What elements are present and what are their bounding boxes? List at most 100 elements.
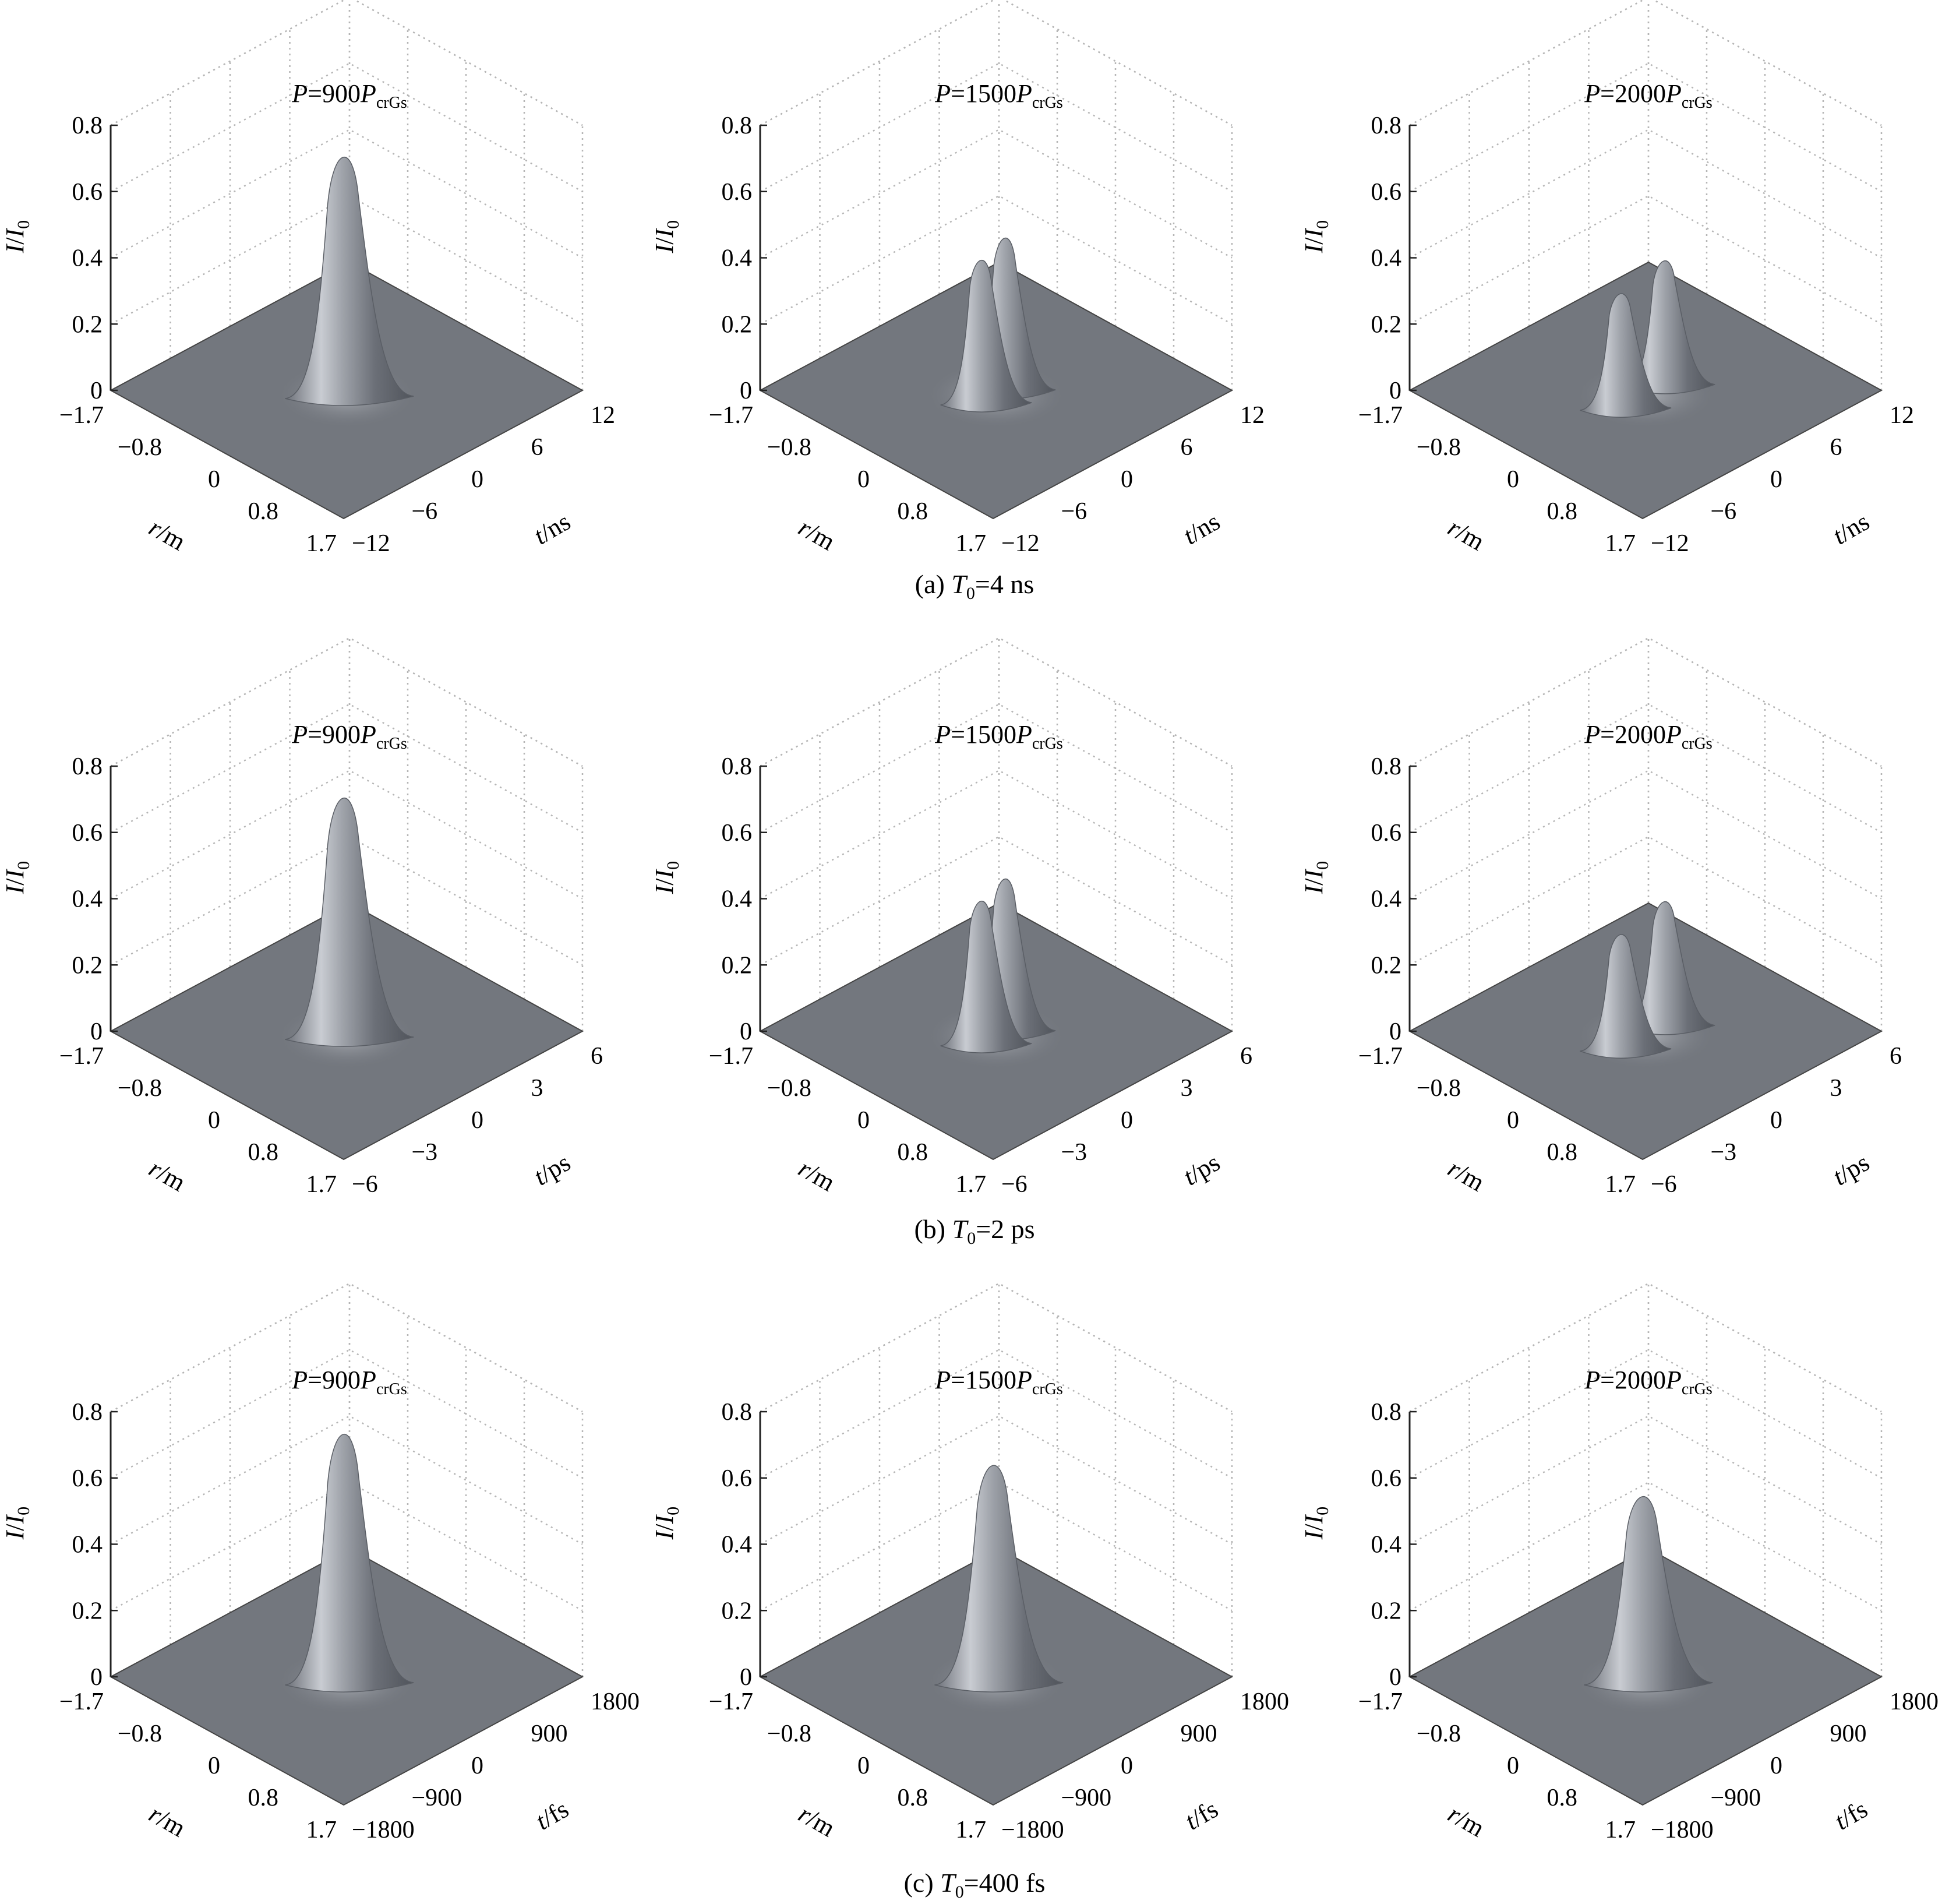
t-tick-label: −3 <box>1061 1139 1088 1166</box>
t-tick-label: −6 <box>412 498 438 525</box>
z-tick-label: 0 <box>1389 1664 1401 1691</box>
r-tick-label: −0.8 <box>767 434 811 461</box>
t-tick-label: 12 <box>1240 402 1265 429</box>
z-tick-label: 0.2 <box>722 311 753 338</box>
r-tick-label: 1.7 <box>956 530 987 557</box>
t-tick-label: 0 <box>1770 466 1782 493</box>
t-tick-label: 0 <box>1121 1107 1133 1134</box>
r-tick-label: 1.7 <box>1605 1171 1636 1198</box>
z-axis-label: I/I0 <box>650 1507 683 1540</box>
r-tick-label: 0.8 <box>898 1139 928 1166</box>
r-tick-label: 0.8 <box>1547 1785 1578 1811</box>
r-tick-label: −1.7 <box>709 1688 753 1715</box>
surface-peak <box>285 157 414 406</box>
z-tick-label: 0.8 <box>1371 753 1402 780</box>
r-tick-label: −0.8 <box>767 1720 811 1747</box>
z-tick-label: 0.8 <box>72 112 103 139</box>
t-axis-label: t/ps <box>529 1148 575 1191</box>
t-tick-label: 0 <box>471 1753 483 1779</box>
surface-peak <box>1584 1496 1713 1693</box>
z-tick-label: 0.8 <box>1371 1399 1402 1426</box>
r-tick-label: 1.7 <box>1605 530 1636 557</box>
t-tick-label: −3 <box>1711 1139 1737 1166</box>
t-axis-label: t/fs <box>531 1794 573 1836</box>
z-axis-label: I/I0 <box>1300 220 1332 254</box>
panel-title: P=900PcrGs <box>291 720 407 753</box>
r-tick-label: 0 <box>208 466 220 493</box>
panel-9: 0 0.2 0.4 0.6 0.8 −1.7 −0.8 0 0.8 1.7 −1800 −900 0 90… <box>1300 1282 1939 1843</box>
r-tick-label: 0 <box>208 1753 220 1779</box>
panel-7: 0 0.2 0.4 0.6 0.8 −1.7 −0.8 0 0.8 1.7 −1800 −900 0 90… <box>1 1282 640 1843</box>
z-axis-label: I/I0 <box>1300 1507 1332 1540</box>
z-tick-label: 0.4 <box>72 886 103 913</box>
r-tick-label: −1.7 <box>1358 402 1403 429</box>
t-axis-label: t/ps <box>1178 1148 1225 1191</box>
z-axis-label: I/I0 <box>1 861 33 895</box>
z-tick-label: 0.4 <box>722 1532 753 1559</box>
r-tick-label: −1.7 <box>1358 1688 1403 1715</box>
z-tick-label: 0.2 <box>72 311 103 338</box>
t-axis-label: t/ns <box>529 507 575 550</box>
t-tick-label: 6 <box>1830 434 1842 461</box>
t-tick-label: −12 <box>352 530 390 557</box>
caption-c: (c) T0=400 fs <box>904 1868 1046 1902</box>
surface-peak <box>1580 934 1672 1059</box>
z-axis-label: I/I0 <box>1 220 33 254</box>
z-tick-label: 0.4 <box>1371 1532 1402 1559</box>
t-tick-label: 900 <box>531 1720 568 1747</box>
r-tick-label: 0 <box>857 1753 870 1779</box>
surface-peak <box>940 260 1032 412</box>
z-tick-label: 0.4 <box>722 245 753 272</box>
r-tick-label: 0.8 <box>1547 498 1578 525</box>
z-tick-label: 0 <box>740 1664 752 1691</box>
t-tick-label: −900 <box>412 1785 462 1811</box>
z-tick-label: 0.4 <box>72 1532 103 1559</box>
r-tick-label: −0.8 <box>118 1075 162 1102</box>
t-axis-label: t/ns <box>1178 507 1225 550</box>
panel-title: P=900PcrGs <box>291 79 407 112</box>
z-tick-label: 0.2 <box>722 1598 753 1624</box>
surface-peak <box>285 798 414 1047</box>
z-tick-label: 0.6 <box>72 1465 103 1492</box>
t-tick-label: −6 <box>1711 498 1737 525</box>
panel-title: P=1500PcrGs <box>934 1366 1062 1398</box>
r-tick-label: 0.8 <box>248 1139 279 1166</box>
panel-5: 0 0.2 0.4 0.6 0.8 −1.7 −0.8 0 0.8 1.7 −6 −3 0 3 6 I/I0 r… <box>650 637 1252 1198</box>
r-tick-label: −0.8 <box>767 1075 811 1102</box>
panel-title: P=900PcrGs <box>291 1366 407 1398</box>
r-tick-label: 0.8 <box>898 1785 928 1811</box>
r-axis-label: r/m <box>144 513 190 556</box>
z-tick-label: 0.8 <box>722 1399 753 1426</box>
t-tick-label: 3 <box>1181 1075 1193 1102</box>
panel-title: P=2000PcrGs <box>1584 720 1712 753</box>
r-tick-label: 0 <box>1507 1107 1519 1134</box>
r-tick-label: −0.8 <box>118 1720 162 1747</box>
r-tick-label: 0.8 <box>898 498 928 525</box>
t-axis-label: t/ps <box>1828 1148 1874 1191</box>
r-tick-label: −0.8 <box>1417 1720 1461 1747</box>
r-tick-label: 1.7 <box>306 530 337 557</box>
z-tick-label: 0.8 <box>72 1399 103 1426</box>
r-tick-label: −1.7 <box>59 1043 104 1070</box>
t-tick-label: 1800 <box>591 1688 640 1715</box>
r-tick-label: 0.8 <box>248 498 279 525</box>
z-tick-label: 0.2 <box>1371 311 1402 338</box>
r-axis-label: r/m <box>1443 1154 1489 1197</box>
t-tick-label: 0 <box>1770 1107 1782 1134</box>
r-tick-label: 0.8 <box>248 1785 279 1811</box>
r-tick-label: 1.7 <box>956 1171 987 1198</box>
z-tick-label: 0.2 <box>722 952 753 979</box>
panel-1: 0 0.2 0.4 0.6 0.8 −1.7 −0.8 0 0.8 1.7 −12 −6 0 6 12 I/I… <box>1 0 615 557</box>
t-axis-label: t/ns <box>1828 507 1874 550</box>
z-axis-label: I/I0 <box>1300 861 1332 895</box>
r-tick-label: 1.7 <box>1605 1817 1636 1843</box>
t-tick-label: 6 <box>531 434 543 461</box>
r-axis-label: r/m <box>1443 1799 1489 1842</box>
t-tick-label: −1800 <box>352 1817 415 1843</box>
r-axis-label: r/m <box>1443 513 1489 556</box>
surface-peak <box>1623 901 1715 1035</box>
r-tick-label: −0.8 <box>1417 434 1461 461</box>
z-tick-label: 0 <box>1389 1018 1401 1045</box>
t-tick-label: 12 <box>591 402 615 429</box>
t-tick-label: 6 <box>1181 434 1193 461</box>
